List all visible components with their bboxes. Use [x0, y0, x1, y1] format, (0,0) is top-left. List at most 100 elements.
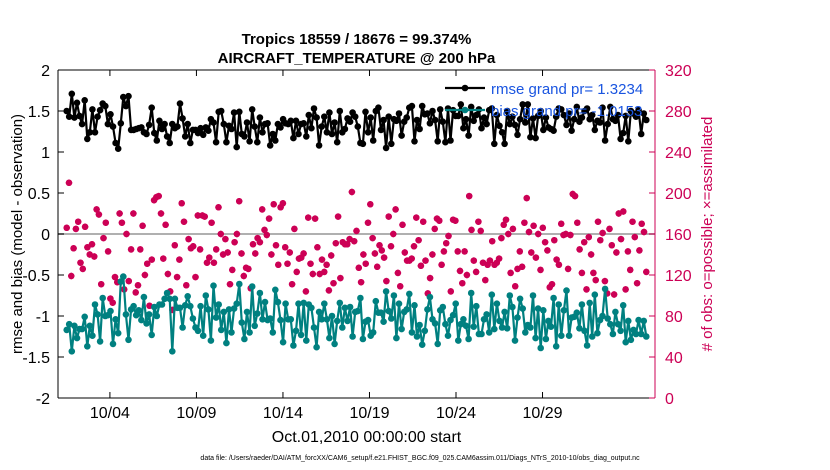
rmse-point: [622, 112, 629, 120]
obs-assimilated-point: [585, 233, 592, 241]
bias-point: [109, 340, 117, 348]
obs-assimilated-point: [160, 255, 167, 262]
rmse-point: [434, 138, 442, 145]
rmse-point: [71, 114, 78, 121]
obs-assimilated-point: [620, 208, 627, 215]
obs-assimilated-point: [201, 213, 208, 220]
obs-assimilated-point: [383, 277, 390, 285]
obs-assimilated-point: [426, 274, 434, 282]
bias-point: [189, 315, 197, 322]
rmse-point: [153, 137, 161, 144]
rmse-point: [359, 140, 367, 148]
bias-point: [470, 323, 478, 331]
obs-assimilated-point: [431, 225, 438, 233]
bias-point: [272, 286, 279, 294]
obs-assimilated-point: [532, 254, 540, 261]
y-right-tick-label: 240: [665, 145, 692, 162]
obs-assimilated-point: [233, 230, 241, 238]
bias-point: [78, 325, 86, 333]
obs-assimilated-point: [643, 268, 650, 276]
rmse-point: [89, 106, 96, 113]
x-tick-label: 10/29: [522, 405, 562, 422]
rmse-point: [194, 129, 202, 137]
rmse-point: [313, 114, 320, 121]
obs-assimilated-point: [495, 255, 503, 262]
rmse-point: [588, 111, 596, 119]
obs-assimilated-point: [346, 235, 353, 243]
bias-point: [73, 334, 81, 342]
bias-point: [447, 316, 454, 324]
obs-assimilated-point: [505, 230, 512, 238]
bias-point: [449, 311, 457, 319]
rmse-point: [524, 101, 532, 108]
obs-assimilated-point: [130, 210, 137, 217]
rmse-point: [220, 120, 228, 128]
obs-assimilated-point: [429, 251, 436, 258]
bias-point: [498, 324, 506, 331]
bias-point: [480, 316, 488, 323]
obs-assimilated-point: [454, 248, 461, 255]
obs-assimilated-point: [362, 260, 369, 267]
bias-point: [315, 308, 323, 316]
obs-assimilated-point: [456, 267, 464, 275]
bias-point: [135, 307, 143, 314]
obs-assimilated-point: [325, 287, 333, 294]
bias-point: [534, 305, 542, 312]
rmse-point: [176, 100, 184, 107]
obs-assimilated-point: [91, 253, 98, 260]
bias-point: [550, 294, 557, 302]
bias-point: [251, 322, 258, 330]
rmse-point: [619, 129, 627, 137]
obs-assimilated-point: [314, 244, 321, 251]
obs-assimilated-point: [417, 262, 425, 269]
rmse-point: [632, 113, 640, 120]
rmse-point: [223, 138, 230, 146]
bias-point: [413, 333, 421, 340]
bias-point: [207, 337, 215, 344]
bias-point: [132, 311, 140, 319]
bias-point: [326, 334, 333, 342]
rmse-point: [367, 114, 375, 121]
y-right-tick-label: 80: [665, 309, 683, 326]
bias-point: [279, 338, 287, 346]
obs-assimilated-point: [291, 225, 298, 233]
rmse-point: [388, 140, 395, 148]
rmse-point: [501, 140, 508, 148]
rmse-point: [403, 114, 411, 121]
obs-assimilated-point: [424, 290, 431, 297]
bias-point: [243, 308, 251, 316]
obs-assimilated-point: [134, 282, 142, 289]
obs-assimilated-point: [141, 271, 149, 279]
bias-point: [563, 287, 570, 294]
rmse-point: [259, 129, 266, 136]
obs-assimilated-point: [261, 226, 268, 234]
obs-assimilated-point: [615, 210, 622, 217]
obs-assimilated-point: [397, 283, 404, 290]
bias-point: [143, 320, 150, 327]
bias-point: [210, 282, 217, 290]
obs-assimilated-point: [265, 215, 273, 222]
bias-point: [444, 332, 452, 340]
obs-assimilated-point: [77, 259, 84, 266]
obs-assimilated-point: [337, 274, 344, 282]
obs-assimilated-point: [392, 206, 399, 213]
bias-point: [455, 337, 462, 344]
rmse-point: [354, 123, 362, 130]
obs-assimilated-point: [107, 295, 114, 302]
obs-assimilated-point: [88, 241, 96, 248]
rmse-point: [467, 103, 475, 111]
rmse-point: [395, 110, 403, 117]
rmse-point: [148, 104, 155, 111]
obs-assimilated-point: [530, 222, 537, 229]
bias-point: [212, 314, 220, 321]
obs-assimilated-point: [463, 271, 471, 279]
rmse-point: [637, 130, 645, 138]
obs-assimilated-point: [185, 235, 192, 243]
bias-point: [308, 304, 315, 312]
rmse-point: [380, 116, 387, 124]
bias-point: [493, 300, 501, 308]
bias-point: [241, 335, 248, 343]
x-tick-label: 10/19: [349, 405, 389, 422]
bias-point: [488, 291, 496, 299]
rmse-point: [138, 124, 145, 131]
